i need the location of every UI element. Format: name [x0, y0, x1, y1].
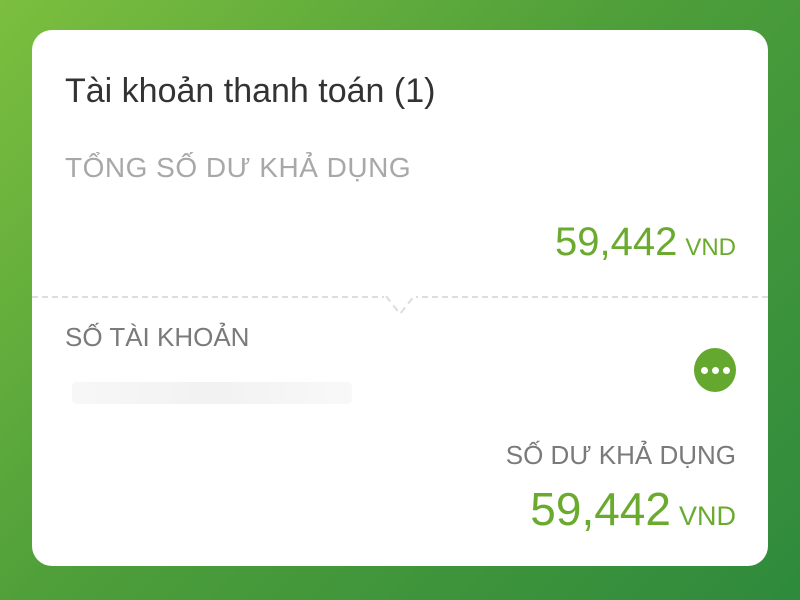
available-balance: 59,442 VND [530, 482, 736, 536]
available-balance-currency: VND [678, 501, 736, 531]
total-balance: 59,442 VND [555, 220, 736, 265]
more-options-button[interactable] [694, 348, 736, 392]
more-horizontal-icon [700, 366, 708, 374]
more-horizontal-icon [722, 366, 730, 374]
available-balance-label: SỐ DƯ KHẢ DỤNG [505, 440, 736, 470]
card-title: Tài khoản thanh toán (1) [65, 72, 436, 110]
total-balance-currency: VND [685, 234, 736, 261]
chevron-down-icon[interactable] [384, 292, 416, 320]
account-number-redacted [72, 382, 352, 404]
total-balance-label: TỔNG SỐ DƯ KHẢ DỤNG [65, 152, 412, 183]
available-balance-amount: 59,442 [530, 483, 671, 535]
more-horizontal-icon [711, 366, 719, 374]
total-balance-amount: 59,442 [554, 220, 678, 264]
payment-account-card: Tài khoản thanh toán (1) TỔNG SỐ DƯ KHẢ … [32, 30, 768, 566]
account-number-label: SỐ TÀI KHOẢN [65, 322, 250, 352]
